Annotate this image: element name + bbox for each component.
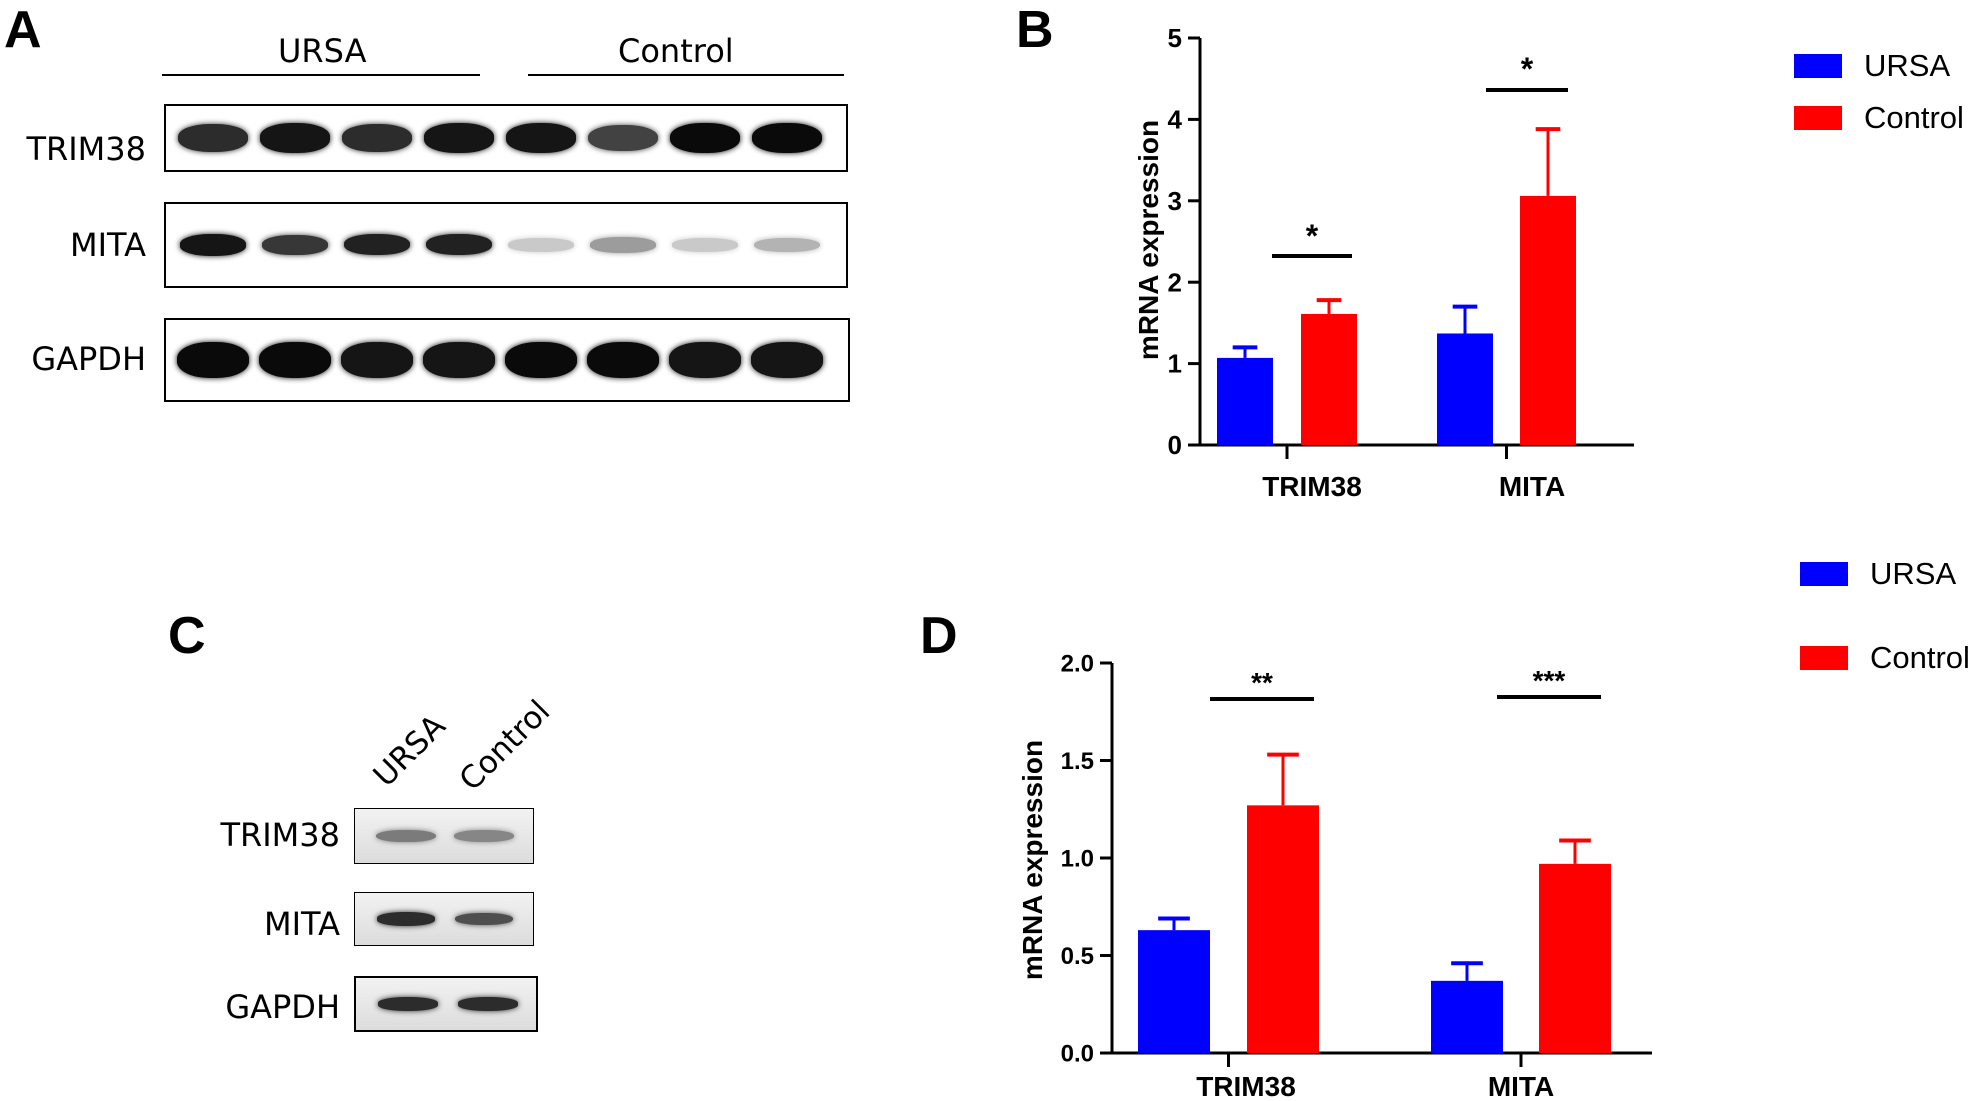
- chart-d-bar-ursa-mita: [1431, 980, 1503, 1053]
- blot-a-mita-band-6: [590, 237, 656, 253]
- chart-d-category-label-1: MITA: [1488, 1071, 1554, 1101]
- blot-a-strip-gapdh: [164, 318, 850, 402]
- legend-d-ursa-label: URSA: [1870, 556, 1957, 591]
- chart-d-y-axis-label: mRNA expression: [1017, 740, 1048, 980]
- blot-c-label-gapdh: GAPDH: [225, 988, 340, 1026]
- chart-b-bar-ursa-trim38: [1217, 357, 1273, 445]
- blot-a-trim38-band-6: [588, 124, 658, 152]
- blot-c-label-mita: MITA: [264, 905, 340, 943]
- chart-b-ytick-label-5: 5: [1168, 23, 1182, 53]
- blot-a-group-line-ursa: [162, 74, 480, 76]
- blot-a-mita-band-3: [344, 234, 410, 256]
- blot-c-strip-mita: [354, 892, 534, 946]
- blot-c-trim38-band-1: [376, 829, 436, 843]
- panel-letter-d: D: [920, 607, 958, 665]
- blot-a-mita-band-7: [672, 238, 738, 252]
- legend-d-control: Control: [1800, 640, 1970, 676]
- blot-c-label-trim38: TRIM38: [220, 816, 340, 854]
- blot-a-label-gapdh: GAPDH: [31, 340, 146, 378]
- legend-d-ursa: URSA: [1800, 556, 1956, 592]
- chart-d-ytick-label-3: 1.5: [1061, 748, 1094, 775]
- blot-a-gapdh-band-5: [505, 342, 577, 378]
- blot-a-gapdh-band-3: [341, 342, 413, 378]
- chart-d-ytick-label-0: 0.0: [1061, 1040, 1094, 1067]
- legend-d-ursa-swatch: [1800, 562, 1848, 586]
- chart-d-bar-control-mita: [1539, 863, 1611, 1053]
- chart-b-sig-mark-1: *: [1521, 51, 1534, 87]
- chart-b-ytick-label-3: 3: [1168, 186, 1182, 216]
- legend-b-control-swatch: [1794, 106, 1842, 130]
- chart-d-ytick-label-1: 0.5: [1061, 943, 1094, 970]
- blot-c-trim38-band-2: [454, 829, 514, 842]
- blot-a-label-trim38: TRIM38: [26, 130, 146, 168]
- blot-a-gapdh-band-6: [587, 342, 659, 378]
- blot-c-gapdh-band-2: [458, 997, 518, 1011]
- blot-a-trim38-band-5: [506, 123, 576, 153]
- blot-a-strip-mita: [164, 202, 848, 288]
- chart-b-ytick-label-4: 4: [1168, 105, 1183, 135]
- blot-a-mita-band-4: [426, 234, 492, 256]
- chart-b-category-label-1: MITA: [1499, 471, 1565, 502]
- blot-c-strip-trim38: [354, 808, 534, 864]
- blot-a-trim38-band-1: [178, 124, 248, 152]
- panel-letter-a: A: [4, 1, 42, 59]
- chart-b-ytick-label-2: 2: [1168, 267, 1182, 297]
- chart-b-y-axis-label: mRNA expression: [1133, 120, 1164, 360]
- blot-a-trim38-band-7: [670, 123, 740, 153]
- blot-a-mita-band-8: [754, 237, 820, 253]
- blot-c-gapdh-band-1: [378, 997, 438, 1011]
- blot-a-mita-band-2: [262, 234, 328, 255]
- legend-b-control-label: Control: [1864, 100, 1964, 135]
- legend-b-ursa: URSA: [1794, 48, 1950, 84]
- blot-a-gapdh-band-4: [423, 342, 495, 378]
- chart-d-ytick-label-2: 1.0: [1061, 845, 1094, 872]
- chart-b-ytick-label-1: 1: [1168, 349, 1182, 379]
- chart-b-ytick-label-0: 0: [1168, 430, 1182, 460]
- legend-b-ursa-label: URSA: [1864, 48, 1951, 83]
- chart-b-bar-ursa-mita: [1437, 333, 1493, 445]
- legend-b-control: Control: [1794, 100, 1964, 136]
- blot-a-trim38-band-4: [424, 123, 494, 153]
- blot-a-trim38-band-8: [752, 123, 822, 153]
- chart-b-category-label-0: TRIM38: [1262, 471, 1362, 502]
- blot-c-mita-band-2: [455, 912, 513, 926]
- blot-a-label-mita: MITA: [70, 226, 146, 264]
- chart-b-bar-control-mita: [1520, 195, 1576, 445]
- panel-letter-c: C: [168, 607, 206, 665]
- blot-a-strip-trim38: [164, 104, 848, 172]
- blot-a-group-control: Control: [618, 32, 734, 70]
- chart-b-sig-mark-0: *: [1306, 218, 1319, 254]
- blot-a-gapdh-band-2: [259, 342, 331, 378]
- chart-d-sig-mark-0: **: [1251, 667, 1273, 698]
- panel-letter-b: B: [1016, 1, 1054, 59]
- legend-b-ursa-swatch: [1794, 54, 1842, 78]
- blot-a-group-line-control: [528, 74, 844, 76]
- chart-d-bar-control-trim38: [1247, 805, 1319, 1053]
- blot-a-trim38-band-3: [342, 124, 412, 152]
- chart-d-category-label-0: TRIM38: [1196, 1071, 1296, 1101]
- legend-d-control-label: Control: [1870, 640, 1970, 675]
- chart-d-bar-ursa-trim38: [1138, 930, 1210, 1053]
- legend-d-control-swatch: [1800, 646, 1848, 670]
- chart-d-sig-mark-1: ***: [1533, 665, 1566, 696]
- chart-b-bar-control-trim38: [1301, 313, 1357, 445]
- blot-a-gapdh-band-7: [669, 342, 741, 378]
- blot-a-trim38-band-2: [260, 123, 330, 153]
- blot-a-gapdh-band-1: [177, 342, 249, 378]
- blot-a-mita-band-5: [508, 238, 574, 252]
- blot-c-mita-band-1: [377, 912, 435, 926]
- chart-d-ytick-label-4: 2.0: [1061, 650, 1094, 677]
- blot-a-group-ursa: URSA: [278, 32, 367, 70]
- blot-a-gapdh-band-8: [751, 342, 823, 378]
- blot-a-mita-band-1: [180, 234, 246, 256]
- blot-c-strip-gapdh: [354, 976, 538, 1032]
